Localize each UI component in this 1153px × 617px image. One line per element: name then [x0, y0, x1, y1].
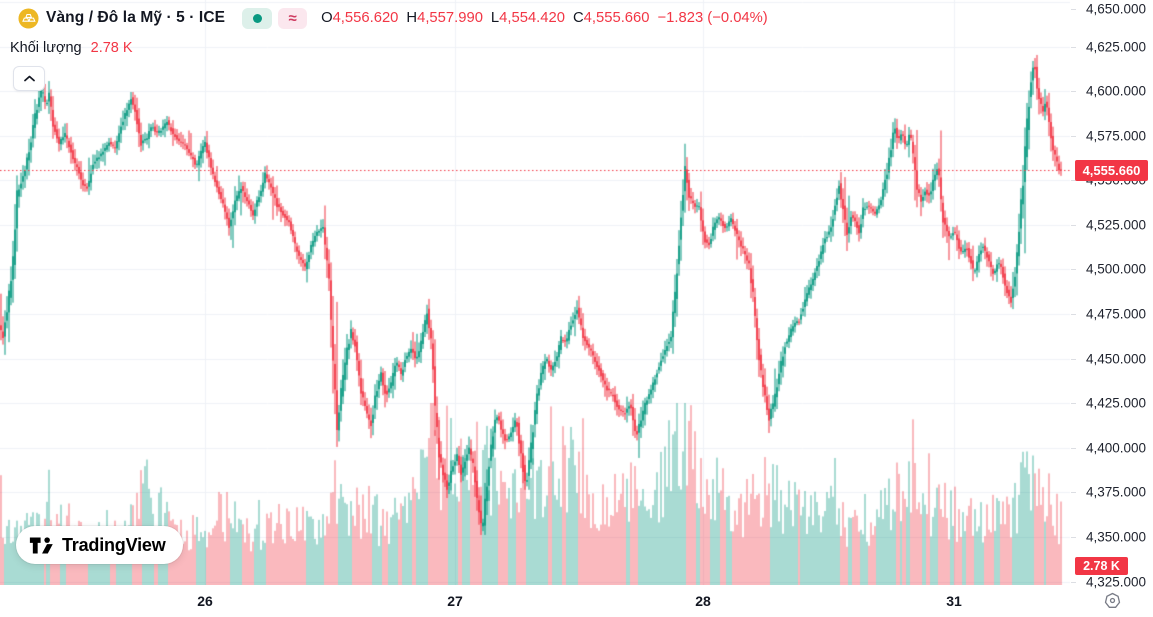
tradingview-logo[interactable]: TradingView — [16, 526, 183, 564]
price-axis-tick-label: 4,350.000 — [1086, 529, 1147, 545]
volume-indicator-row: Khối lượng 2.78 K — [10, 40, 768, 56]
price-axis-tick-mark — [1071, 403, 1076, 404]
price-axis-tick-mark — [1071, 180, 1076, 181]
price-axis-tick-mark — [1071, 582, 1076, 583]
price-axis-tick-label: 4,600.000 — [1086, 83, 1147, 99]
price-axis-tick-label: 4,375.000 — [1086, 484, 1147, 500]
tradingview-logo-text: TradingView — [62, 534, 166, 555]
price-axis-tick-mark — [1071, 269, 1076, 270]
time-axis-label: 28 — [695, 593, 711, 609]
collapse-legend-button[interactable] — [13, 66, 45, 91]
symbol-legend: Vàng / Đô la Mỹ · 5 · ICE ≈ O4,556.620 H… — [10, 6, 768, 56]
price-axis-tick-label: 4,400.000 — [1086, 440, 1147, 456]
symbol-legend-row: Vàng / Đô la Mỹ · 5 · ICE ≈ O4,556.620 H… — [10, 6, 768, 30]
market-status-dot-icon — [252, 13, 262, 23]
volume-indicator-value: 2.78 K — [90, 40, 133, 56]
time-axis-label: 27 — [447, 593, 463, 609]
symbol-title[interactable]: Vàng / Đô la Mỹ · 5 · ICE — [46, 9, 226, 26]
ohlc-high-value: 4,557.990 — [417, 10, 483, 26]
volume-indicator-label[interactable]: Khối lượng — [10, 40, 82, 56]
price-axis-tick-mark — [1071, 91, 1076, 92]
ohlc-low-label: L — [490, 10, 500, 26]
ohlc-close-value: 4,555.660 — [583, 10, 650, 26]
price-axis-tick-mark — [1071, 537, 1076, 538]
price-axis-tick-label: 4,625.000 — [1086, 39, 1147, 55]
price-axis-tick-mark — [1071, 225, 1076, 226]
ohlc-change-value: −1.823 (−0.04%) — [657, 10, 768, 26]
ohlc-high-label: H — [406, 10, 418, 26]
ohlc-low-value: 4,554.420 — [499, 10, 565, 26]
price-axis[interactable]: 4,650.000 4,625.000 4,600.000 4,575.000 4,55… — [1071, 0, 1153, 589]
market-status-pill[interactable] — [242, 7, 273, 29]
price-axis-tick-mark — [1071, 314, 1076, 315]
ohlc-open-value: 4,556.620 — [332, 10, 399, 26]
gold-symbol-icon — [18, 7, 39, 29]
volume-tag: 2.78 K — [1075, 557, 1128, 575]
tradingview-logo-icon — [29, 536, 53, 554]
price-axis-tick-label: 4,500.000 — [1086, 261, 1147, 277]
price-axis-tick-label: 4,525.000 — [1086, 217, 1147, 233]
price-axis-tick-label: 4,650.000 — [1086, 1, 1147, 17]
gear-icon — [1104, 592, 1120, 608]
price-axis-tick-label: 4,450.000 — [1086, 351, 1147, 367]
axis-settings-button[interactable] — [1100, 588, 1124, 612]
price-axis-tick-mark — [1071, 136, 1076, 137]
price-axis-tick-label: 4,475.000 — [1086, 306, 1147, 322]
ohlc-open-label: O — [321, 10, 333, 26]
price-axis-tick-mark — [1071, 9, 1076, 10]
time-axis[interactable]: 26 27 28 31 — [0, 585, 1153, 617]
time-axis-label: 26 — [197, 593, 213, 609]
ohlc-values: O4,556.620 H4,557.990 L4,554.420 C4,555.… — [321, 10, 768, 26]
price-axis-tick-label: 4,575.000 — [1086, 128, 1147, 144]
chevron-up-icon — [23, 75, 35, 82]
price-axis-tick-mark — [1071, 359, 1076, 360]
last-price-tag: 4,555.660 — [1075, 159, 1148, 181]
price-axis-tick-mark — [1071, 492, 1076, 493]
approx-price-pill[interactable]: ≈ — [278, 7, 308, 29]
ohlc-close-label: C — [572, 10, 584, 26]
time-axis-label: 31 — [946, 593, 962, 609]
price-axis-tick-label: 4,325.000 — [1086, 574, 1147, 590]
price-axis-tick-label: 4,425.000 — [1086, 395, 1147, 411]
price-axis-tick-mark — [1071, 47, 1076, 48]
price-axis-tick-mark — [1071, 448, 1076, 449]
